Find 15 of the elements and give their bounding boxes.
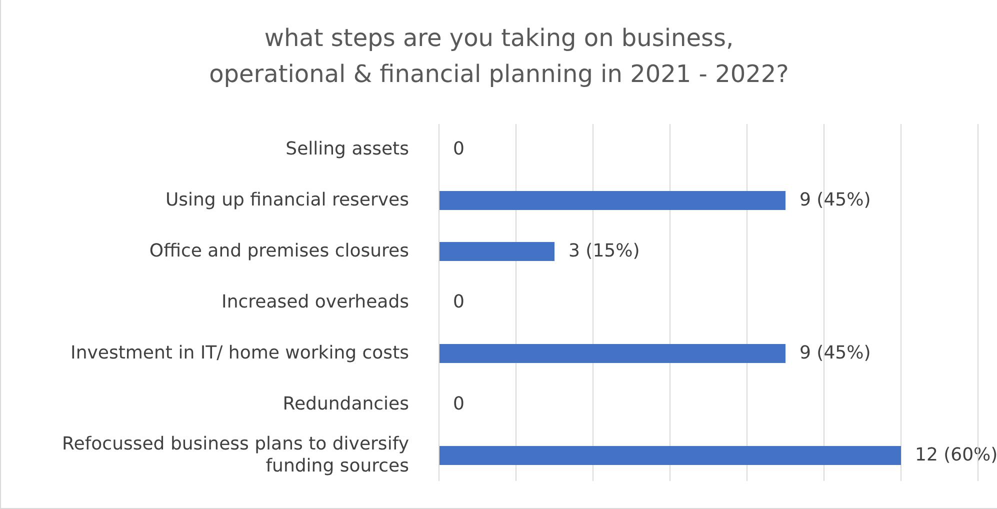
data-label: 0 [453,393,464,414]
data-label: 0 [453,138,464,160]
data-label: 0 [453,291,464,312]
data-label: 9 (45%) [800,342,871,364]
chart-title: what steps are you taking on business, operational & financial planning in 2021 - 2022? [208,23,790,90]
y-tick-label: Investment in IT/ home working costs [70,342,409,364]
data-label: 9 (45%) [800,189,871,210]
y-tick-label: Office and premises closures [149,240,409,262]
data-label: 3 (15%) [568,240,640,262]
data-label: 12 (60%) [915,444,997,466]
y-tick-label: Redundancies [282,393,409,414]
y-tick-label: Increased overheads [222,291,409,312]
y-tick-label: Refocussed business plans to diversify funding sources [62,433,410,476]
y-tick-label: Selling assets [286,138,409,160]
y-tick-label: Using up financial reserves [165,189,409,210]
